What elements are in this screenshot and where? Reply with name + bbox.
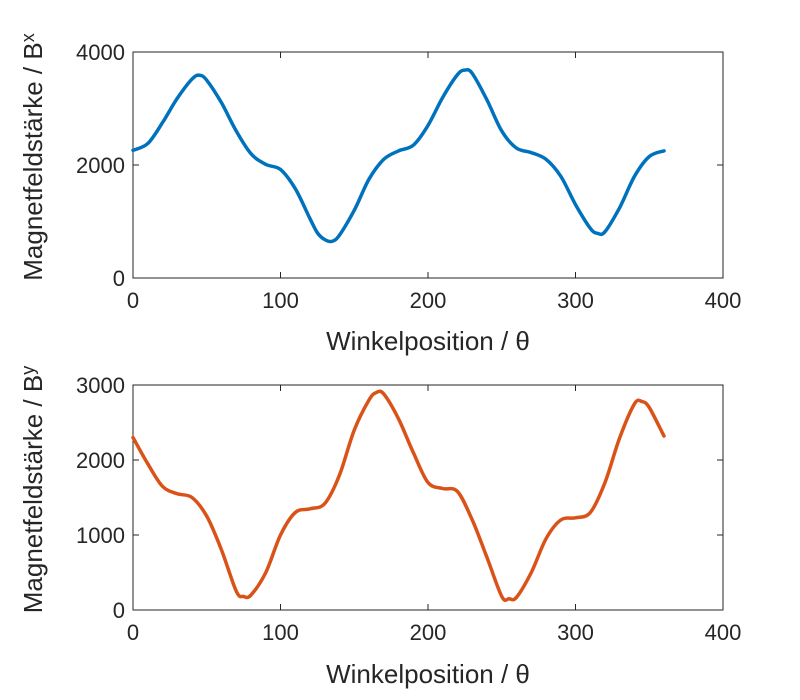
y-tick-label: 4000 xyxy=(76,40,125,65)
x-tick-label: 0 xyxy=(127,288,139,313)
y-tick-label: 3000 xyxy=(76,373,125,398)
y-tick-label: 0 xyxy=(113,598,125,623)
y-axis-label-bx-subscript: x xyxy=(18,33,38,42)
x-tick-label: 400 xyxy=(705,620,742,645)
plot-area-bx xyxy=(132,51,724,279)
x-ticks-by: 0 100 200 300 400 xyxy=(127,385,741,645)
x-tick-label: 200 xyxy=(410,620,447,645)
series-bx-line xyxy=(131,68,666,244)
plot-area-by xyxy=(132,384,724,611)
y-axis-label-bx: Magnetfeldstärke / Bx xyxy=(18,33,48,280)
x-axis-label-by: Winkelposition / θ xyxy=(326,659,530,689)
x-tick-label: 400 xyxy=(705,288,742,313)
y-tick-label: 2000 xyxy=(76,448,125,473)
x-tick-label: 0 xyxy=(127,620,139,645)
x-axis-label-bx: Winkelposition / θ xyxy=(326,326,530,356)
y-axis-label-by-subscript: y xyxy=(18,366,38,375)
series-by-line xyxy=(131,389,666,602)
x-tick-label: 300 xyxy=(557,620,594,645)
x-tick-label: 300 xyxy=(557,288,594,313)
x-tick-label: 100 xyxy=(262,620,299,645)
y-tick-label: 0 xyxy=(113,266,125,291)
y-tick-label: 2000 xyxy=(76,153,125,178)
x-tick-label: 100 xyxy=(262,288,299,313)
y-axis-label-bx-main: Magnetfeldstärke / B xyxy=(18,42,48,280)
chart-bx: 0 100 200 300 400 0 2000 4000 Winkelposition /… xyxy=(18,33,741,356)
y-axis-label-by: Magnetfeldstärke / By xyxy=(18,366,48,613)
x-ticks-bx: 0 100 200 300 400 xyxy=(127,52,741,313)
y-ticks-bx: 0 2000 4000 xyxy=(76,40,723,291)
x-tick-label: 200 xyxy=(410,288,447,313)
y-tick-label: 1000 xyxy=(76,523,125,548)
y-axis-label-by-main: Magnetfeldstärke / B xyxy=(18,375,48,613)
y-ticks-by: 0 1000 2000 3000 xyxy=(76,373,723,623)
chart-by: 0 100 200 300 400 0 1000 2000 3000 Winkelpositi… xyxy=(18,366,741,689)
